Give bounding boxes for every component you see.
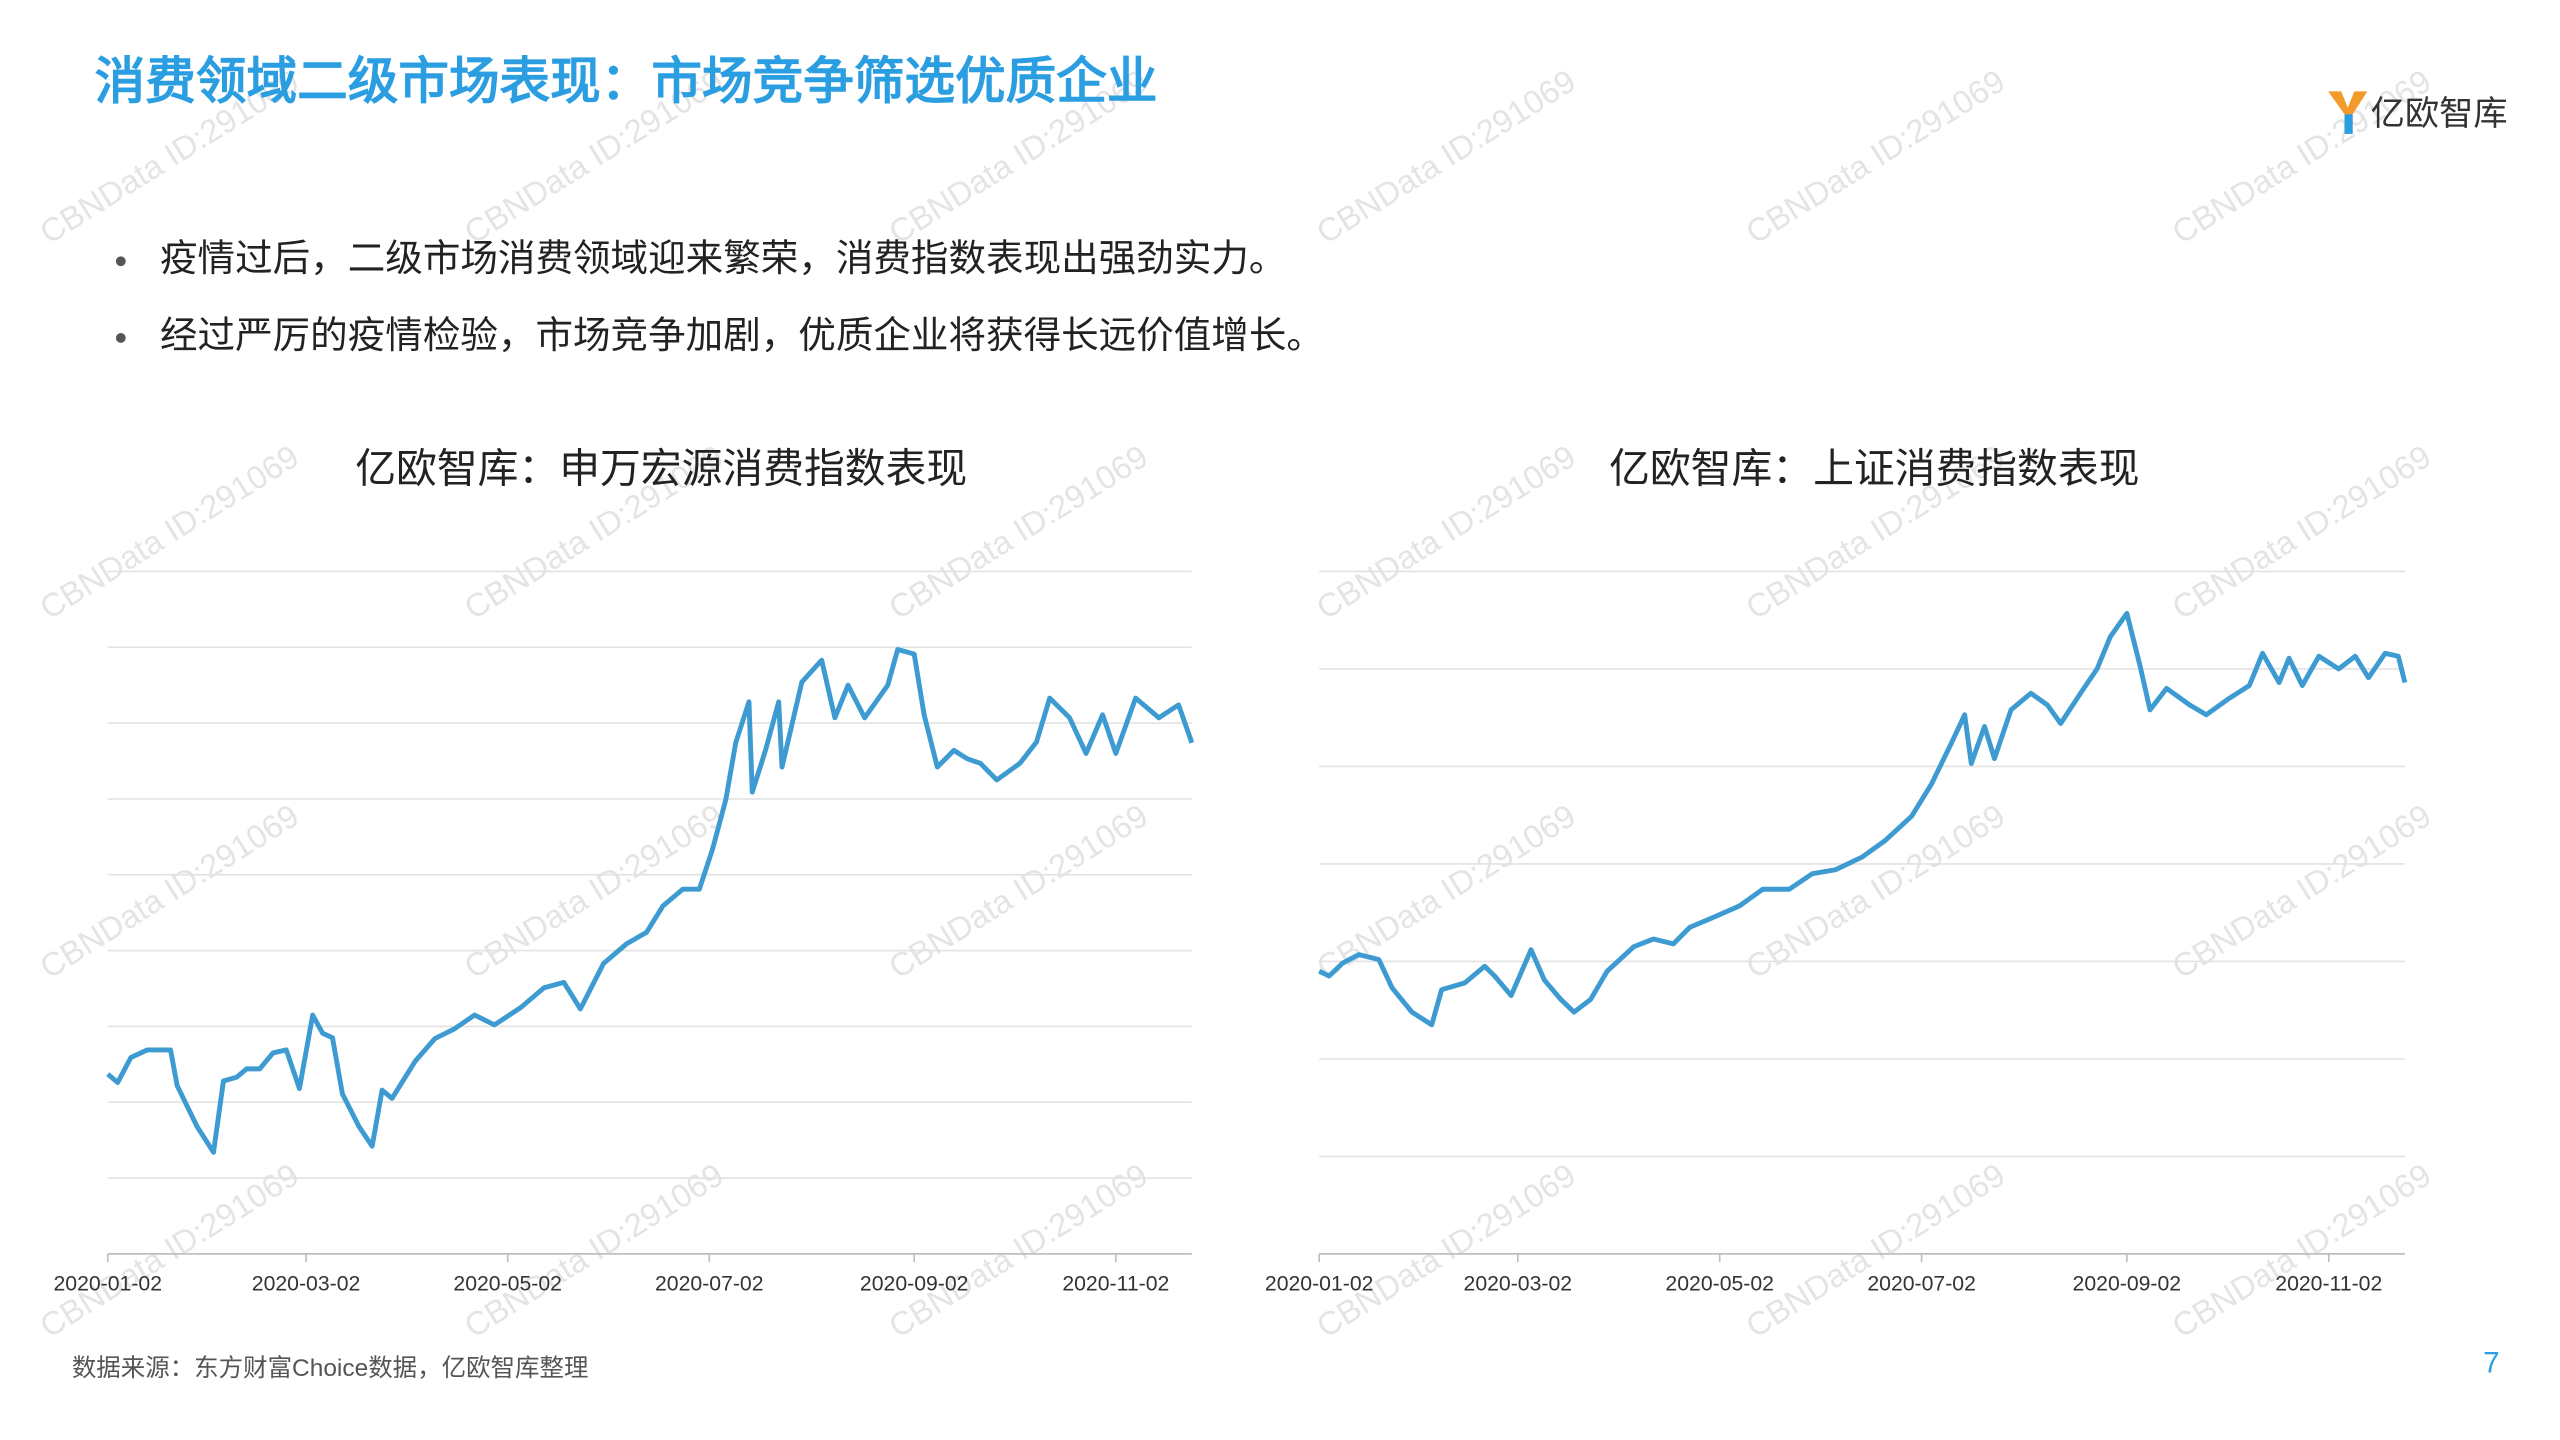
chart-title: 亿欧智库：上证消费指数表现	[1609, 446, 2139, 492]
chart-title: 亿欧智库：申万宏源消费指数表现	[355, 446, 967, 492]
x-tick-label: 2020-05-02	[453, 1273, 562, 1296]
watermark: CBNData ID:291069	[882, 796, 1154, 985]
logo-icon-stem	[2344, 114, 2353, 134]
watermark: CBNData ID:291069	[1310, 62, 1582, 251]
x-tick-label: 2020-03-02	[252, 1273, 361, 1296]
watermark: CBNData ID:291069	[1310, 1156, 1582, 1345]
watermark: CBNData ID:291069	[33, 796, 305, 985]
x-tick-label: 2020-11-02	[1062, 1273, 1169, 1296]
watermark: CBNData ID:291069	[2165, 437, 2437, 626]
watermark: CBNData ID:291069	[33, 1156, 305, 1345]
bullet-text: 经过严厉的疫情检验，市场竞争加剧，优质企业将获得长远价值增长。	[160, 314, 1324, 356]
data-line	[106, 647, 1195, 1155]
bullet-dot	[115, 256, 126, 267]
x-tick-label: 2020-05-02	[1665, 1273, 1774, 1296]
x-tick-label: 2020-01-02	[1265, 1273, 1374, 1296]
watermark: CBNData ID:291069	[33, 437, 305, 626]
x-tick-label: 2020-07-02	[1867, 1273, 1976, 1296]
watermark: CBNData ID:291069	[2165, 62, 2437, 251]
page-number: 7	[2483, 1347, 2499, 1380]
watermark: CBNData ID:291069	[2165, 796, 2437, 985]
x-tick-label: 2020-11-02	[2275, 1273, 2382, 1296]
watermark: CBNData ID:291069	[882, 1156, 1154, 1345]
page-title: 消费领域二级市场表现：市场竞争筛选优质企业	[95, 52, 1158, 109]
source-note: 数据来源：东方财富Choice数据，亿欧智库整理	[72, 1354, 589, 1382]
bullet-dot	[115, 333, 126, 343]
logo: 亿欧智库	[2328, 91, 2508, 134]
x-tick-label: 2020-07-02	[655, 1273, 764, 1296]
x-tick-label: 2020-09-02	[2073, 1273, 2182, 1296]
data-line	[1318, 610, 2408, 1028]
logo-icon	[2328, 91, 2368, 134]
x-tick-label: 2020-03-02	[1464, 1273, 1573, 1296]
bullet-text: 疫情过后，二级市场消费领域迎来繁荣，消费指数表现出强劲实力。	[160, 237, 1286, 279]
watermark: CBNData ID:291069	[458, 1156, 730, 1345]
watermark: CBNData ID:291069	[1739, 1156, 2011, 1345]
watermark: CBNData ID:291069	[1310, 437, 1582, 626]
logo-text: 亿欧智库	[2371, 95, 2508, 133]
watermark: CBNData ID:291069	[2165, 1156, 2437, 1345]
watermark: CBNData ID:291069	[1739, 62, 2011, 251]
x-tick-label: 2020-09-02	[860, 1273, 969, 1296]
x-tick-label: 2020-01-02	[53, 1273, 162, 1296]
